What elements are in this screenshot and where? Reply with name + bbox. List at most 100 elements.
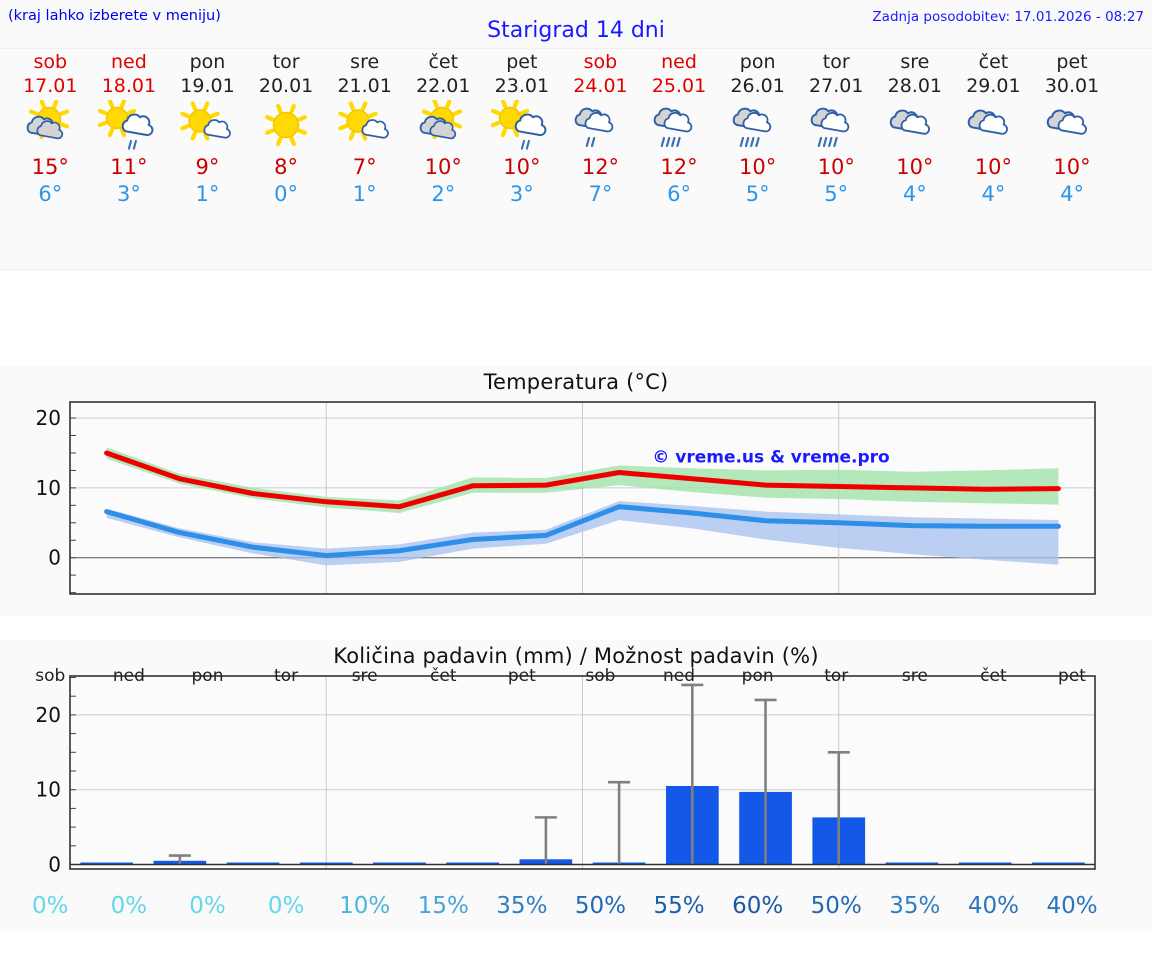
precip-day-label-11: tor <box>824 666 849 686</box>
weather-icon-wrap <box>561 98 640 154</box>
temp-max: 8° <box>274 155 299 179</box>
day-name: sre <box>900 51 930 73</box>
day-date: 30.01 <box>1044 75 1100 97</box>
sun-cloud-rain-icon <box>490 100 547 150</box>
weather-icon-wrap <box>90 98 169 154</box>
forecast-day-5[interactable]: sre 21.01 7° 1° <box>325 49 404 269</box>
precip-percent-row: 0% 0% 0% 0% 10% 15% 35% 50% 55% 60% 50% 35% 40% 40% <box>0 883 1152 929</box>
precip-bar <box>958 862 1012 865</box>
temp-min: 2° <box>431 182 456 206</box>
cloudy-icon <box>1046 109 1087 135</box>
day-name: pet <box>506 51 538 73</box>
forecast-day-3[interactable]: pon 19.01 9° 1° <box>168 49 247 269</box>
precip-percent-9: 55% <box>653 893 705 919</box>
sun-cloud-rain-icon <box>97 100 154 150</box>
precip-percent-11: 50% <box>810 893 862 919</box>
temp-min: 4° <box>902 182 927 206</box>
precip-percent-14: 40% <box>1046 893 1098 919</box>
precip-bar <box>373 862 426 865</box>
temp-max: 10° <box>424 155 462 179</box>
weather-icon-wrap <box>483 98 562 154</box>
weather-icon-wrap <box>876 98 955 154</box>
precip-day-label-5: sre <box>351 666 378 686</box>
day-date: 23.01 <box>494 75 550 97</box>
forecast-strip: sob 17.01 15° 6° ned 18.01 11° 3° pon 19.01 9° 1° to… <box>0 48 1152 270</box>
temp-min: 3° <box>116 182 141 206</box>
precip-percent-7: 35% <box>496 893 548 919</box>
precip-day-label-3: pon <box>191 666 224 686</box>
cloud-rain-icon <box>732 107 771 148</box>
svg-text:0: 0 <box>48 546 61 570</box>
day-date: 19.01 <box>180 75 235 97</box>
precip-percent-12: 35% <box>889 893 941 919</box>
forecast-day-11[interactable]: tor 27.01 10° 5° <box>797 49 876 269</box>
precipitation-chart-block: Količina padavin (mm) / Možnost padavin … <box>0 640 1152 929</box>
temp-max: 9° <box>195 155 220 179</box>
forecast-day-13[interactable]: čet 29.01 10° 4° <box>954 49 1033 269</box>
day-name: tor <box>272 51 300 73</box>
precip-percent-3: 0% <box>189 893 226 919</box>
sun-behind-cloud-icon <box>419 100 463 140</box>
precip-percent-4: 0% <box>267 893 305 919</box>
cloudy-icon <box>889 109 930 135</box>
page-title: Starigrad 14 dni <box>487 18 665 43</box>
precip-bar <box>885 862 939 865</box>
precipitation-chart-title: Količina padavin (mm) / Možnost padavin … <box>333 644 819 668</box>
day-date: 20.01 <box>258 75 314 97</box>
temp-max: 10° <box>974 155 1013 179</box>
temp-min: 1° <box>195 182 220 206</box>
forecast-day-8[interactable]: sob 24.01 12° 7° <box>561 49 640 269</box>
temp-max: 15° <box>31 155 69 179</box>
temp-min: 1° <box>352 182 377 206</box>
temperature-chart-title: Temperatura (°C) <box>483 370 669 394</box>
temp-min: 4° <box>981 182 1006 206</box>
temp-max: 11° <box>110 155 148 179</box>
svg-text:20: 20 <box>36 406 61 430</box>
precip-percent-13: 40% <box>967 893 1019 919</box>
forecast-day-10[interactable]: pon 26.01 10° 5° <box>718 49 797 269</box>
precip-day-labels-row: sob ned pon tor sre čet pet sob ned pon tor sre čet p… <box>0 666 1152 686</box>
temp-max: 10° <box>739 155 777 179</box>
weather-icon-wrap <box>718 98 797 154</box>
forecast-day-6[interactable]: čet 22.01 10° 2° <box>404 49 483 269</box>
precip-bar <box>1032 862 1085 865</box>
weather-icon-wrap <box>404 98 483 154</box>
forecast-day-12[interactable]: sre 28.01 10° 4° <box>876 49 955 269</box>
weather-icon-wrap <box>11 98 90 154</box>
forecast-day-2[interactable]: ned 18.01 11° 3° <box>90 49 169 269</box>
precip-percent-8: 50% <box>574 893 627 919</box>
sun-small-cloud-icon <box>180 101 232 141</box>
day-date: 18.01 <box>101 75 157 97</box>
svg-text:20: 20 <box>36 703 61 727</box>
menu-hint-link[interactable]: (kraj lahko izberete v meniju) <box>8 8 221 24</box>
precip-day-label-1: sob <box>35 666 66 686</box>
forecast-day-14[interactable]: pet 30.01 10° 4° <box>1033 49 1112 269</box>
cloud-light-rain-icon <box>575 107 614 148</box>
precip-bar <box>299 862 353 865</box>
day-name: ned <box>110 51 147 73</box>
day-name: sob <box>583 51 618 73</box>
temp-max: 10° <box>503 155 541 179</box>
sun-behind-cloud-icon <box>26 100 70 140</box>
temp-max: 7° <box>352 155 377 179</box>
temperature-chart-block: Temperatura (°C) 0 10 20 © vreme.us & vreme… <box>0 366 1152 616</box>
day-name: sob <box>33 51 68 73</box>
precip-day-label-7: pet <box>507 666 536 686</box>
weather-icon-wrap <box>247 98 326 154</box>
day-date: 28.01 <box>887 75 943 97</box>
forecast-day-1[interactable]: sob 17.01 15° 6° <box>11 49 90 269</box>
day-name: pet <box>1056 51 1088 73</box>
temp-max: 12° <box>581 155 620 179</box>
precip-day-label-9: ned <box>663 666 696 686</box>
last-updated-text: Zadnja posodobitev: 17.01.2026 - 08:27 <box>872 9 1144 25</box>
day-name: čet <box>978 51 1009 73</box>
forecast-day-7[interactable]: pet 23.01 10° 3° <box>483 49 562 269</box>
temp-min: 4° <box>1060 182 1084 206</box>
forecast-day-4[interactable]: tor 20.01 8° 0° <box>247 49 326 269</box>
sun-small-cloud-icon <box>338 101 389 141</box>
precip-day-label-8: sob <box>585 666 616 686</box>
sun-icon <box>265 103 308 147</box>
forecast-day-9[interactable]: ned 25.01 12° 6° <box>640 49 719 269</box>
svg-text:10: 10 <box>36 778 61 802</box>
weather-icon-wrap <box>640 98 719 154</box>
